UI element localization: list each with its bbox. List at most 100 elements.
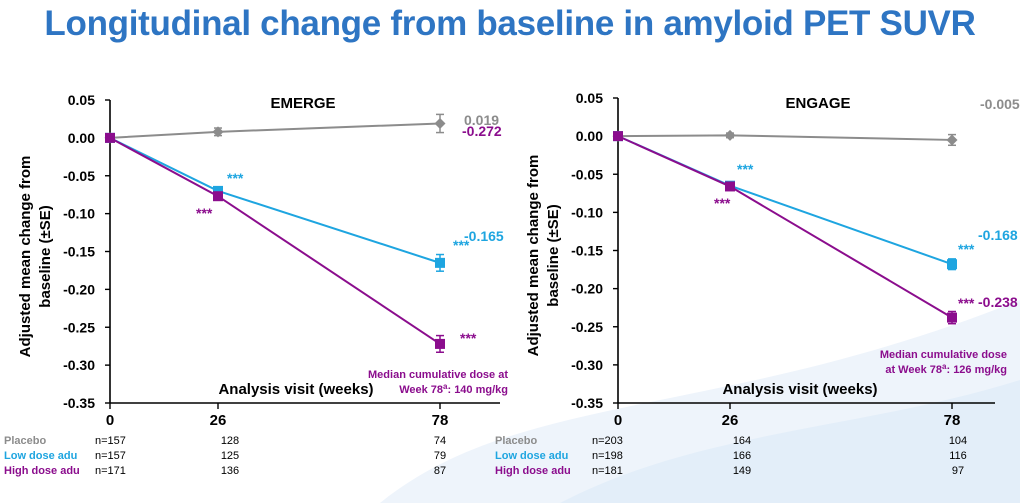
y-tick-label: -0.20 bbox=[571, 281, 603, 297]
significance-stars-26: *** bbox=[737, 161, 754, 177]
series-low-dose-adu: -0.165****** bbox=[105, 132, 504, 272]
y-tick-label: -0.15 bbox=[63, 244, 95, 260]
end-value-label: -0.238 bbox=[978, 294, 1018, 310]
y-tick-label: -0.35 bbox=[63, 395, 95, 411]
x-axis-label: Analysis visit (weeks) bbox=[722, 381, 877, 398]
x-tick-label: 78 bbox=[432, 412, 449, 429]
y-tick-label: 0.05 bbox=[576, 90, 603, 106]
n-table-n-week26: 128 bbox=[221, 435, 239, 447]
dose-note-week: Week 78 bbox=[399, 384, 443, 396]
dose-note-superscript: a bbox=[942, 362, 947, 371]
y-tick-label: -0.25 bbox=[571, 319, 603, 335]
series-placebo: 0.019 bbox=[104, 112, 499, 144]
n-table-row: Placebo n=203 164 104 bbox=[495, 435, 967, 447]
y-axis-label-line1: Adjusted mean change from bbox=[525, 155, 542, 357]
dose-note-line1: Median cumulative dose at bbox=[368, 369, 508, 381]
n-table-n-week0: n=181 bbox=[592, 465, 623, 477]
x-tick-label: 78 bbox=[944, 412, 961, 429]
series-line bbox=[109, 136, 441, 264]
y-tick-label: -0.15 bbox=[571, 243, 603, 259]
series-high-dose-adu: -0.238****** bbox=[613, 131, 1018, 325]
series-line bbox=[109, 136, 441, 345]
n-table-row: Placebo n=157 128 74 bbox=[4, 435, 446, 447]
x-tick-label: 0 bbox=[614, 412, 622, 429]
n-table-row: High dose adu n=171 136 87 bbox=[4, 465, 446, 477]
y-tick-label: 0.00 bbox=[68, 130, 95, 146]
n-table-n-week0: n=157 bbox=[95, 450, 126, 462]
y-tick-label: -0.05 bbox=[571, 166, 603, 182]
y-tick-label: 0.00 bbox=[576, 128, 603, 144]
n-table-n-week26: 164 bbox=[733, 435, 751, 447]
data-point bbox=[724, 129, 736, 141]
y-axis-label-line1: Adjusted mean change from bbox=[17, 156, 34, 358]
series-high-dose-adu: -0.272 *** *** bbox=[105, 123, 502, 353]
series-line bbox=[109, 122, 441, 139]
n-table-n-week78: 116 bbox=[949, 450, 967, 462]
chart-title: ENGAGE bbox=[785, 95, 850, 112]
series-line bbox=[617, 135, 953, 266]
n-table-n-week78: 104 bbox=[949, 435, 967, 447]
chart-title: EMERGE bbox=[270, 95, 335, 112]
y-tick-label: 0.05 bbox=[68, 92, 95, 108]
n-table-group-name: Placebo bbox=[495, 435, 537, 447]
y-axis-label-line2: baseline (±SE) bbox=[37, 205, 54, 307]
end-value-label: -0.165 bbox=[464, 228, 504, 244]
n-table-n-week26: 166 bbox=[733, 450, 751, 462]
dose-note-line2: Week 78a: 140 mg/kg bbox=[399, 382, 508, 397]
n-table-n-week0: n=203 bbox=[592, 435, 623, 447]
data-point bbox=[725, 181, 735, 192]
n-table-n-week0: n=157 bbox=[95, 435, 126, 447]
data-point bbox=[435, 338, 445, 349]
dose-note-dose: : 126 mg/kg bbox=[946, 364, 1007, 376]
end-value-label: 0.019 bbox=[464, 112, 499, 128]
end-value-label: -0.272 bbox=[462, 123, 502, 139]
n-table-n-week26: 125 bbox=[221, 450, 239, 462]
series-low-dose-adu: -0.168 *** *** bbox=[613, 131, 1018, 271]
dose-note-week: at Week 78 bbox=[885, 364, 942, 376]
significance-stars-78: *** bbox=[958, 295, 975, 311]
dose-note-dose: : 140 mg/kg bbox=[447, 384, 508, 396]
n-table-row: Low dose adu n=157 125 79 bbox=[4, 450, 446, 462]
y-tick-label: -0.25 bbox=[63, 319, 95, 335]
x-tick-label: 26 bbox=[722, 412, 739, 429]
significance-stars-78: *** bbox=[460, 330, 477, 346]
n-table-n-week26: 136 bbox=[221, 465, 239, 477]
series-line bbox=[617, 135, 953, 319]
data-point bbox=[613, 131, 623, 142]
y-tick-label: -0.10 bbox=[571, 204, 603, 220]
x-tick-label: 0 bbox=[106, 412, 114, 429]
n-table-n-week0: n=171 bbox=[95, 465, 126, 477]
y-axis-label-line2: baseline (±SE) bbox=[545, 204, 562, 306]
n-table-n-week0: n=198 bbox=[592, 450, 623, 462]
significance-stars-26: *** bbox=[714, 195, 731, 211]
data-point bbox=[434, 117, 446, 129]
n-table-group-name: Low dose adu bbox=[495, 450, 568, 462]
data-point bbox=[213, 185, 223, 196]
page-title: Longitudinal change from baseline in amy… bbox=[44, 4, 976, 43]
n-table-n-week78: 97 bbox=[952, 465, 964, 477]
n-table-n-week78: 87 bbox=[434, 465, 446, 477]
x-tick-label: 26 bbox=[210, 412, 227, 429]
dose-note-line2: at Week 78a: 126 mg/kg bbox=[885, 362, 1007, 377]
y-tick-label: -0.35 bbox=[571, 395, 603, 411]
y-tick-label: -0.05 bbox=[63, 168, 95, 184]
n-table-group-name: High dose adu bbox=[495, 465, 571, 477]
data-point bbox=[435, 257, 445, 268]
n-table-n-week26: 149 bbox=[733, 465, 751, 477]
n-table-row: Low dose adu n=198 166 116 bbox=[495, 450, 967, 462]
n-table-group-name: Placebo bbox=[4, 435, 46, 447]
data-point bbox=[946, 134, 958, 146]
data-point bbox=[105, 132, 115, 143]
n-table-n-week78: 74 bbox=[434, 435, 446, 447]
y-tick-label: -0.10 bbox=[63, 206, 95, 222]
series-line bbox=[617, 134, 953, 141]
data-point bbox=[947, 312, 957, 323]
dose-note-line1: Median cumulative dose bbox=[880, 349, 1007, 361]
y-tick-label: -0.20 bbox=[63, 281, 95, 297]
significance-stars-78: *** bbox=[453, 237, 470, 253]
chart-emerge: EMERGE0.050.00-0.05-0.10-0.15-0.20-0.25-… bbox=[4, 92, 508, 477]
n-table-n-week78: 79 bbox=[434, 450, 446, 462]
dose-note-superscript: a bbox=[443, 382, 448, 391]
end-value-label: -0.168 bbox=[978, 227, 1018, 243]
